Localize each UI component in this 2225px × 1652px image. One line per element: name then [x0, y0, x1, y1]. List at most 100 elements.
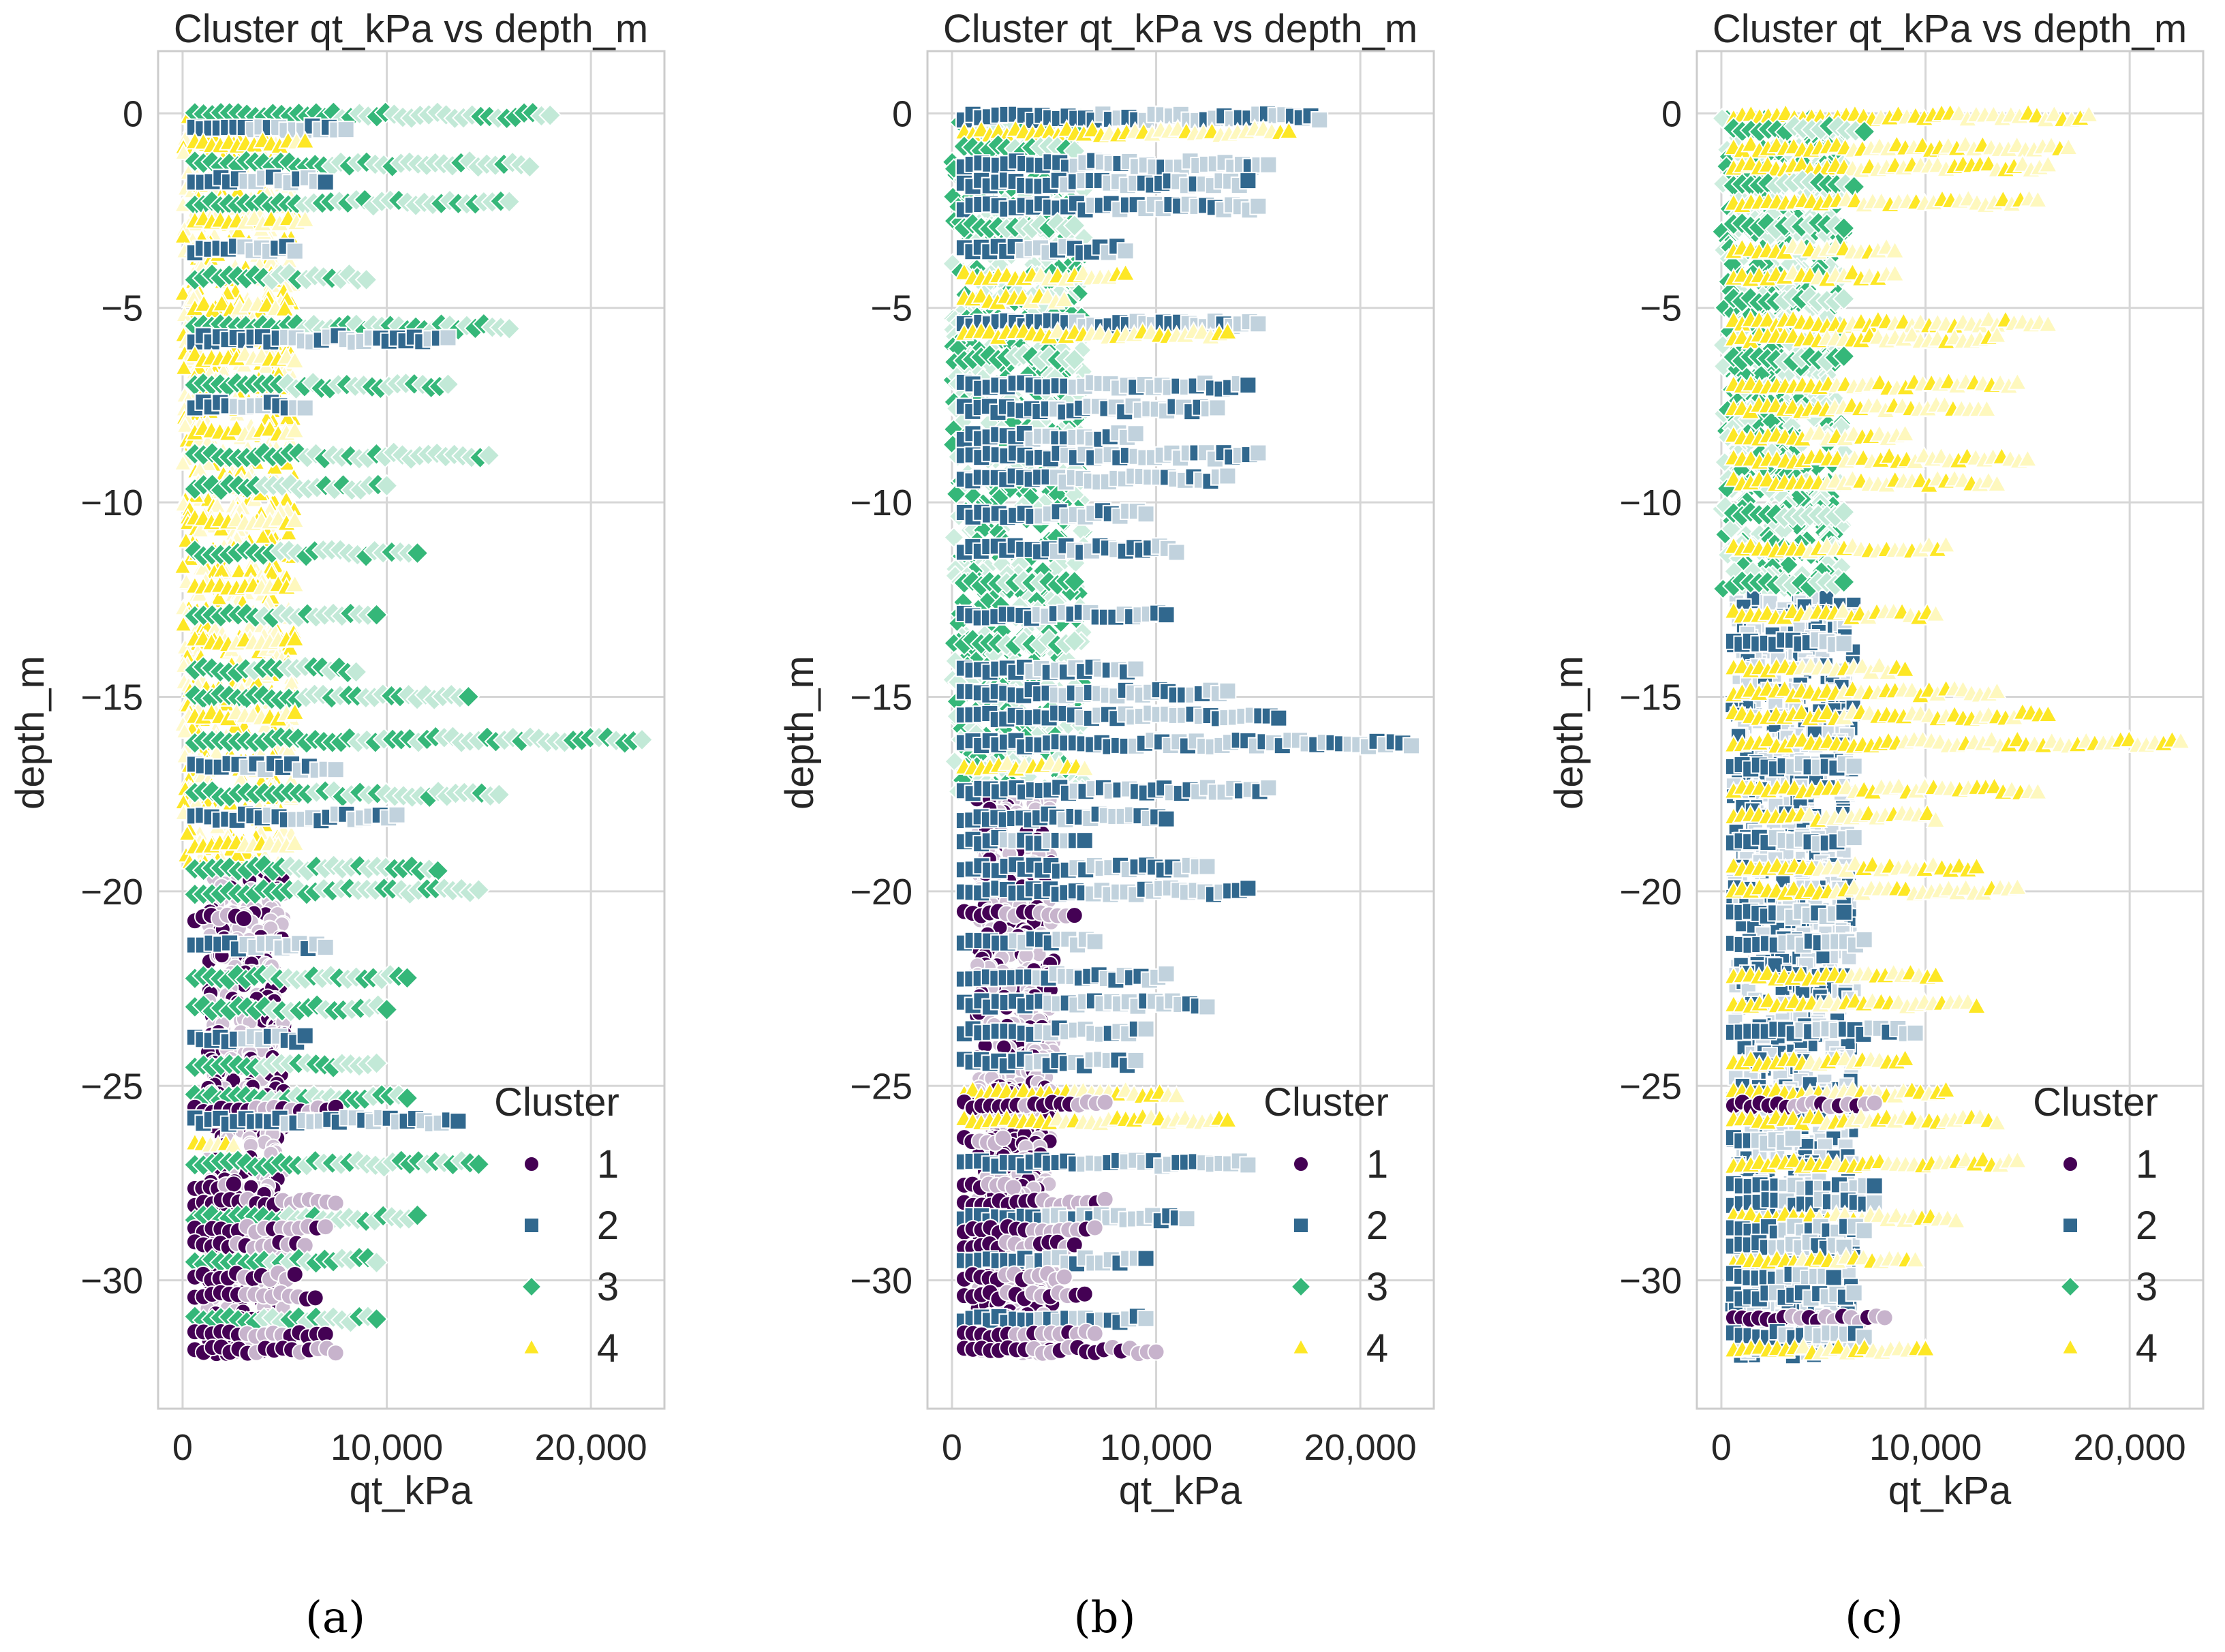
point-cluster-2 [439, 328, 457, 347]
point-cluster-2 [286, 242, 304, 260]
band-cluster-2 [955, 373, 1257, 398]
band-cluster-2 [955, 194, 1268, 219]
point-cluster-2 [1167, 543, 1186, 562]
point-cluster-4 [174, 142, 194, 160]
legend-label: 3 [597, 1265, 619, 1309]
y-axis-label: depth_m [8, 656, 52, 810]
panel-a: Cluster qt_kPa vs depth_m 0 10,000 20,000 … [8, 7, 666, 1643]
band-cluster-3 [183, 440, 501, 471]
legend-label: 4 [597, 1326, 619, 1371]
point-cluster-1 [326, 1194, 345, 1212]
y-tick-label: −5 [101, 288, 143, 329]
point-cluster-2 [1402, 737, 1421, 755]
band-cluster-2 [955, 424, 1145, 448]
band-cluster-3 [183, 779, 511, 809]
point-cluster-4 [262, 563, 281, 581]
band-cluster-3 [183, 472, 399, 502]
y-tick-label: −10 [80, 483, 143, 523]
point-cluster-2 [337, 121, 355, 139]
band-cluster-2 [955, 237, 1135, 262]
point-cluster-4 [208, 495, 227, 513]
point-cluster-1 [306, 1289, 324, 1307]
band-cluster-2 [955, 502, 1155, 527]
point-cluster-2 [296, 399, 314, 417]
band-cluster-3 [183, 962, 419, 992]
point-cluster-4 [177, 823, 197, 842]
band-cluster-1 [185, 1217, 335, 1242]
legend-label: 1 [597, 1142, 619, 1187]
band-cluster-2 [185, 1026, 314, 1052]
point-cluster-4 [173, 453, 193, 471]
point-cluster-4 [173, 284, 193, 301]
point-cluster-2 [1218, 467, 1237, 485]
point-cluster-4 [175, 416, 195, 433]
point-cluster-2 [1157, 606, 1176, 624]
point-cluster-2 [1126, 425, 1145, 443]
point-cluster-2 [316, 173, 335, 192]
point-cluster-2 [1137, 505, 1155, 523]
point-cluster-4 [175, 721, 194, 739]
point-cluster-2 [1249, 444, 1268, 462]
band-cluster-4 [185, 832, 305, 855]
point-cluster-2 [1126, 660, 1145, 678]
panel-caption: (a) [305, 1593, 365, 1643]
point-cluster-2 [1116, 242, 1135, 260]
point-cluster-1 [326, 1344, 345, 1362]
point-cluster-4 [229, 561, 249, 579]
panel-b: Cluster qt_kPa vs depth_m 0 10,000 20,000 … [778, 7, 1435, 1643]
point-cluster-2 [326, 761, 345, 779]
band-cluster-2 [955, 467, 1237, 491]
legend-marker-cluster-4 [522, 1337, 541, 1355]
legend-marker-cluster-2 [523, 1217, 540, 1234]
point-cluster-4 [265, 457, 284, 475]
point-cluster-1 [316, 1218, 335, 1236]
point-cluster-2 [1259, 155, 1278, 174]
band-cluster-2 [185, 754, 345, 780]
point-cluster-4 [173, 557, 192, 575]
band-cluster-2 [955, 658, 1145, 682]
x-axis-label: qt_kPa [350, 1469, 473, 1513]
x-tick-label: 20,000 [535, 1427, 647, 1468]
point-cluster-2 [296, 1026, 314, 1045]
y-tick-label: −30 [80, 1261, 143, 1302]
point-cluster-4 [174, 615, 193, 632]
y-tick-label: −15 [80, 677, 143, 718]
point-cluster-4 [254, 527, 273, 545]
band-cluster-3 [183, 538, 429, 568]
band-cluster-2 [955, 778, 1278, 803]
band-cluster-2 [185, 934, 335, 958]
legend: Cluster 1 2 3 4 [494, 1080, 619, 1371]
scatter-points [941, 105, 1421, 1363]
point-cluster-4 [174, 358, 194, 376]
band-cluster-1 [185, 906, 253, 930]
point-cluster-4 [193, 559, 213, 577]
point-cluster-2 [1208, 399, 1227, 417]
y-tick-label: −20 [80, 872, 143, 913]
band-cluster-2 [185, 326, 457, 352]
scatter-points [173, 100, 654, 1363]
point-cluster-2 [449, 1112, 467, 1131]
point-cluster-4 [173, 226, 193, 244]
band-cluster-2 [185, 805, 406, 830]
point-cluster-2 [1310, 111, 1329, 129]
point-cluster-1 [224, 1175, 243, 1193]
point-cluster-2 [316, 938, 335, 956]
chart-title: Cluster qt_kPa vs depth_m [174, 7, 648, 51]
point-cluster-2 [1239, 376, 1257, 395]
legend-title: Cluster [494, 1080, 619, 1125]
band-cluster-3 [183, 724, 654, 755]
point-cluster-2 [1249, 197, 1268, 215]
band-cluster-2 [955, 444, 1268, 468]
x-tick-labels: 0 10,000 20,000 [172, 1427, 647, 1468]
point-cluster-2 [1249, 315, 1268, 333]
point-cluster-2 [388, 806, 406, 824]
band-cluster-3 [183, 876, 491, 906]
legend-label: 2 [597, 1204, 619, 1248]
y-tick-labels: 0−5−10−15−20−25−30 [80, 93, 143, 1301]
band-cluster-2 [185, 1108, 467, 1133]
y-tick-label: 0 [123, 93, 143, 134]
point-cluster-1 [234, 909, 253, 928]
point-cluster-2 [1218, 682, 1237, 700]
point-cluster-1 [286, 1266, 304, 1284]
